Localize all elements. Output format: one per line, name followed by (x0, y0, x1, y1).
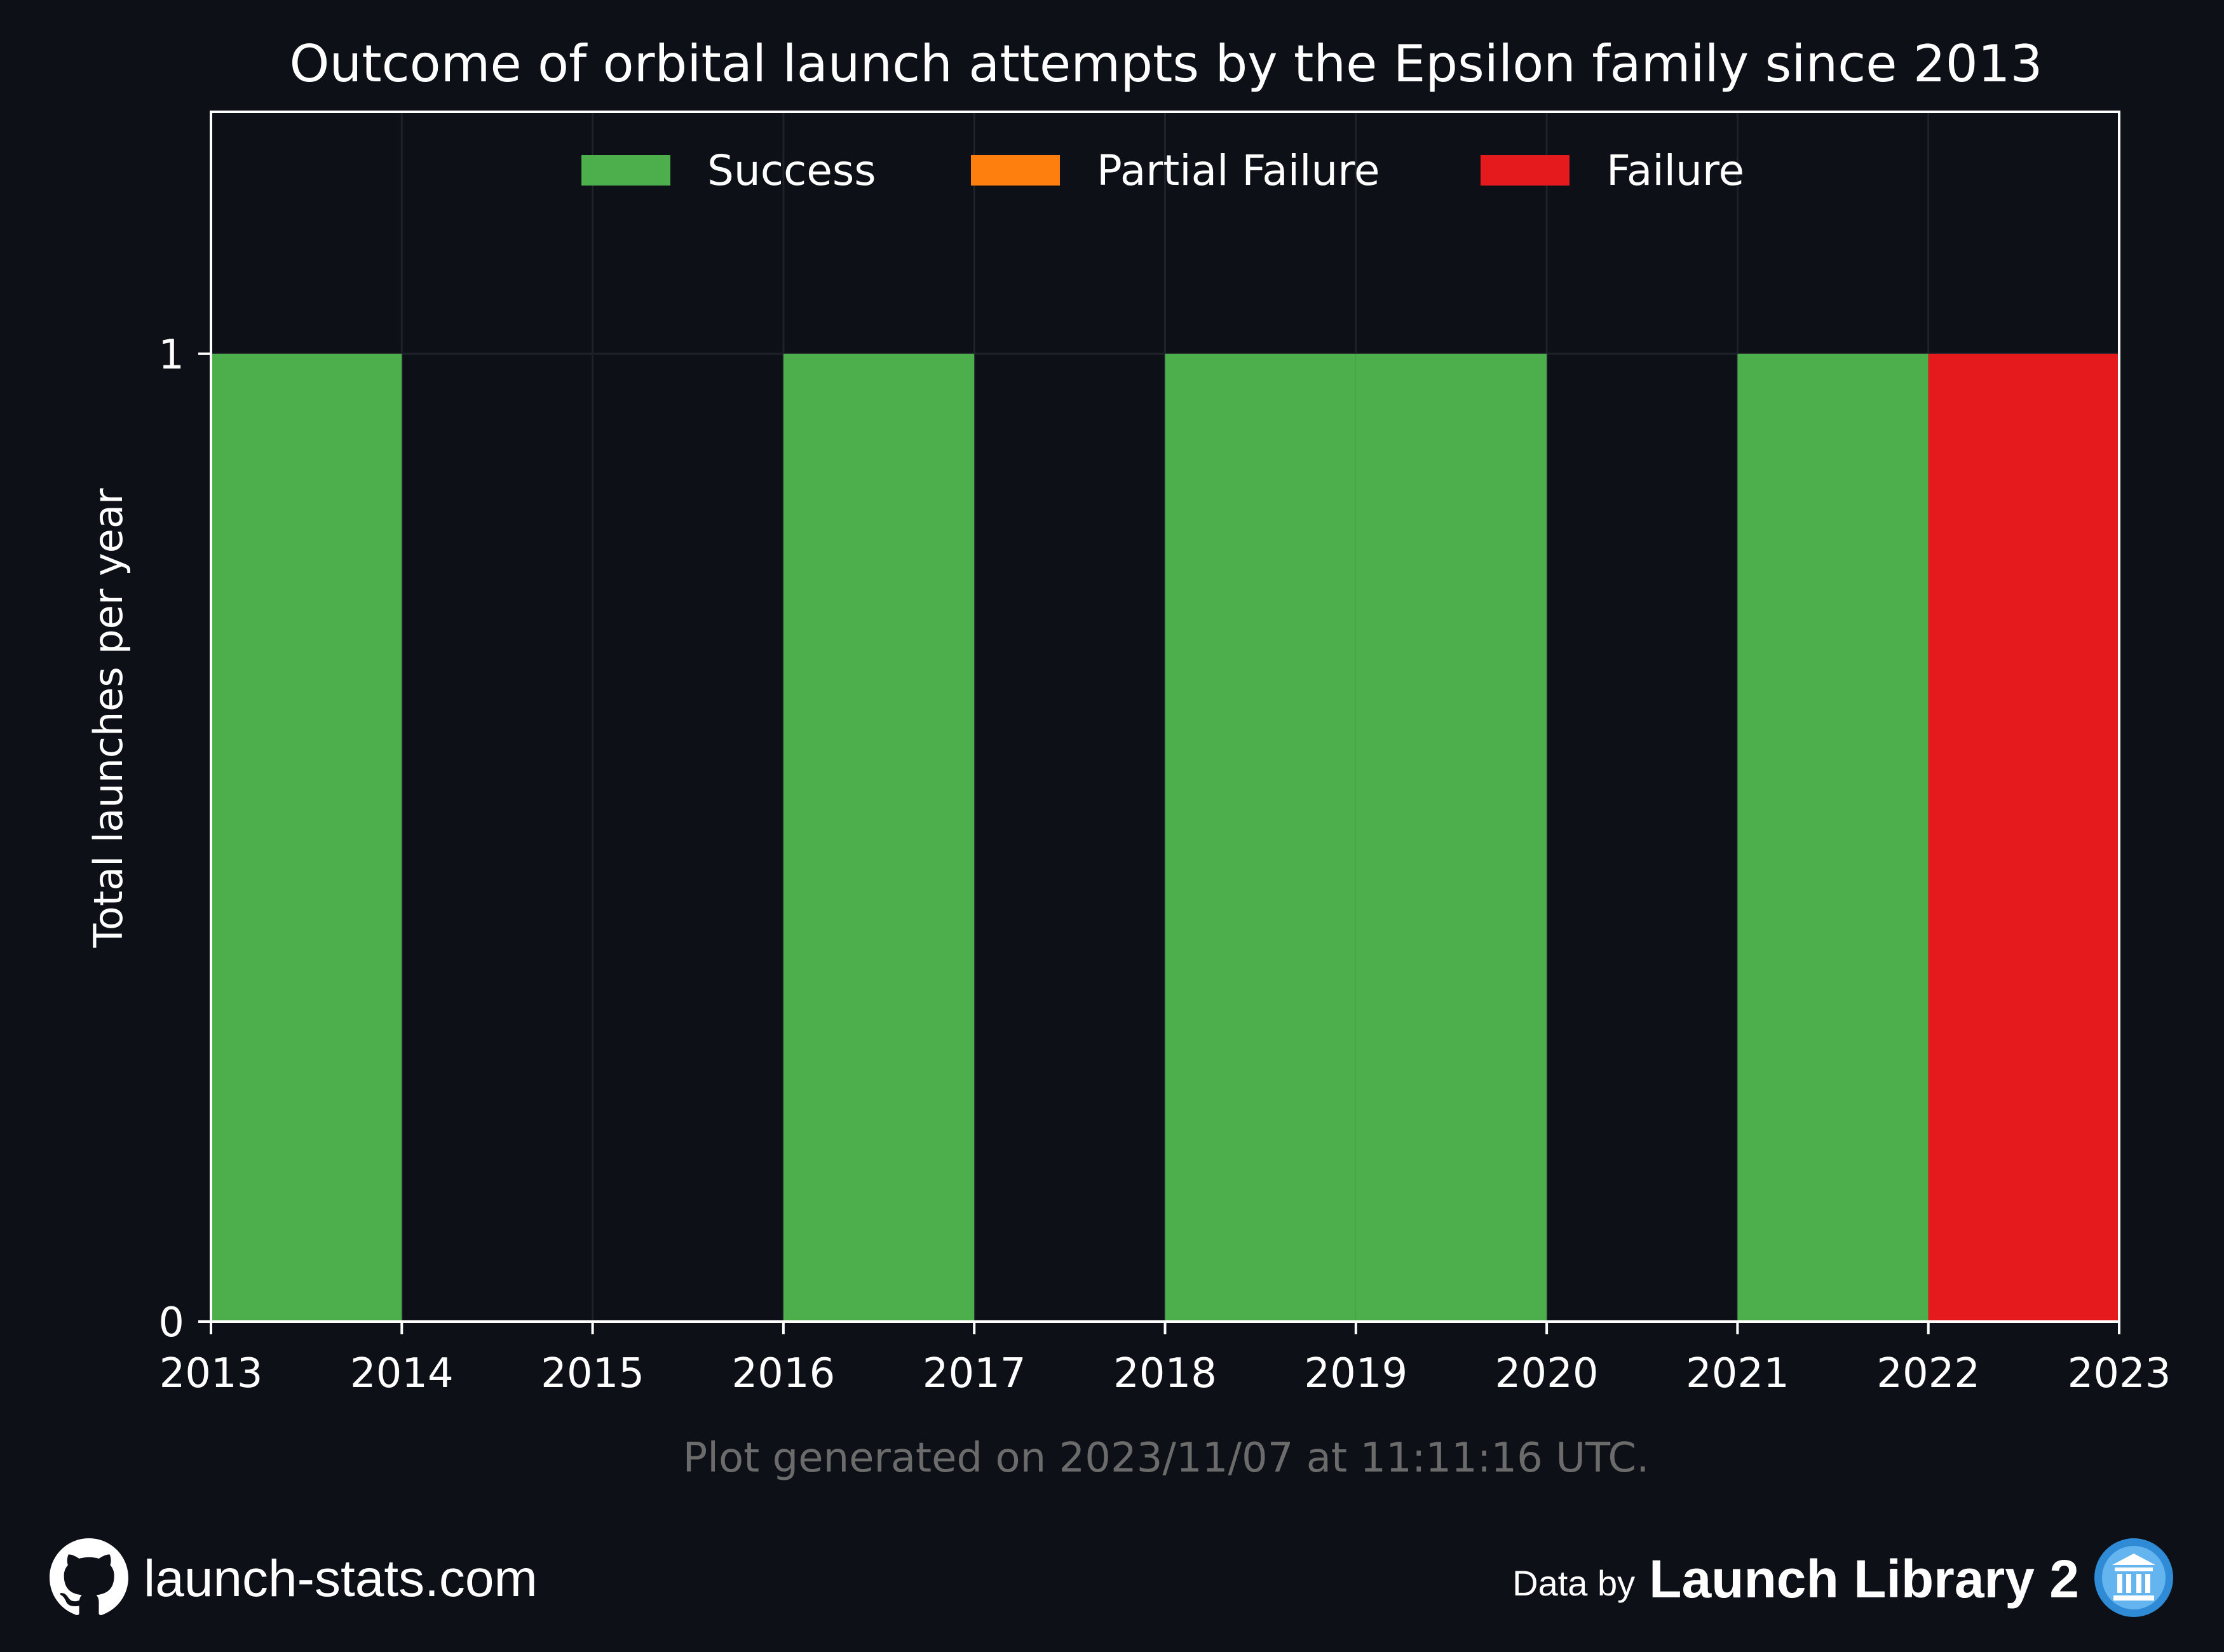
bar-success-2019 (1355, 353, 1547, 1322)
plot-area: 2013 2014 2015 2016 2017 2018 2019 2020 2021 2022… (158, 111, 2171, 1397)
data-source-name[interactable]: Launch Library 2 (1649, 1549, 2079, 1609)
legend-label-partial-failure: Partial Failure (1097, 146, 1380, 195)
x-tick-label: 2020 (1495, 1350, 1599, 1397)
x-tick-label: 2015 (541, 1350, 644, 1397)
x-tick-label: 2013 (159, 1350, 263, 1397)
x-tick-label: 2019 (1304, 1350, 1407, 1397)
legend-swatch-partial-failure (971, 155, 1060, 186)
x-tick-label: 2022 (1876, 1350, 1980, 1397)
legend-label-failure: Failure (1606, 146, 1744, 195)
x-tick-label: 2017 (923, 1350, 1026, 1397)
generated-note: Plot generated on 2023/11/07 at 11:11:16… (683, 1435, 1650, 1482)
legend-label-success: Success (707, 146, 876, 195)
x-tick-label: 2021 (1686, 1350, 1789, 1397)
x-tick-label: 2023 (2068, 1350, 2171, 1397)
chart-title: Outcome of orbital launch attempts by th… (290, 34, 2043, 93)
site-link[interactable]: launch-stats.com (144, 1550, 538, 1608)
y-tick-label: 1 (158, 332, 184, 379)
x-tick-label: 2018 (1113, 1350, 1217, 1397)
bar-failure-2022 (1928, 353, 2119, 1322)
bar-success-2018 (1165, 353, 1356, 1322)
bar-success-2016 (783, 353, 975, 1322)
bar-success-2021 (1737, 353, 1929, 1322)
github-icon (50, 1538, 128, 1620)
footer-data-source: Data by Launch Library 2 (1512, 1538, 2174, 1617)
data-prefix: Data by (1512, 1563, 1636, 1603)
legend-swatch-failure (1481, 155, 1570, 186)
bar-success-2013 (211, 353, 402, 1322)
footer-site[interactable]: launch-stats.com (50, 1538, 538, 1615)
x-tick-label: 2016 (731, 1350, 835, 1397)
y-tick-label: 0 (158, 1299, 184, 1346)
legend-swatch-success (581, 155, 670, 186)
x-tick-label: 2014 (350, 1350, 454, 1397)
launch-library-icon (2093, 1537, 2174, 1621)
y-axis-label: Total launches per year (85, 488, 132, 948)
